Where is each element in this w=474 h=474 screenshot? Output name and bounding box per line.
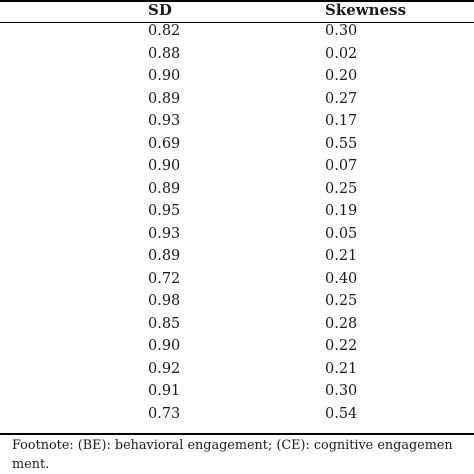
- table-row: 0.72 0.40: [0, 268, 474, 291]
- cell-skewness: 0.20: [325, 68, 358, 84]
- table-row: 0.91 0.30: [0, 380, 474, 403]
- cell-sd: 0.90: [148, 68, 181, 84]
- cell-skewness: 0.22: [325, 338, 358, 354]
- cell-skewness: 0.21: [325, 360, 358, 377]
- table-bottom-rule: [0, 433, 474, 435]
- table-row: 0.89 0.25: [0, 178, 474, 201]
- cell-sd: 0.89: [148, 90, 181, 107]
- cell-sd: 0.93: [148, 113, 181, 129]
- cell-sd: 0.85: [148, 315, 181, 332]
- table-top-rule: [0, 0, 474, 2]
- cell-sd: 0.90: [148, 158, 181, 174]
- cell-skewness: 0.19: [325, 203, 358, 219]
- cell-skewness: 0.54: [325, 405, 358, 422]
- cell-skewness: 0.30: [325, 383, 358, 399]
- table-row: 0.82 0.30: [0, 20, 474, 43]
- table-row: 0.89 0.27: [0, 88, 474, 111]
- table-row: 0.93 0.05: [0, 223, 474, 246]
- cell-skewness: 0.02: [325, 45, 358, 62]
- table-header-rule: [0, 22, 474, 23]
- footnote-line-1: Footnote: (BE): behavioral engagement; (…: [12, 438, 453, 453]
- cell-sd: 0.95: [148, 203, 181, 219]
- cell-sd: 0.91: [148, 383, 181, 399]
- cell-sd: 0.72: [148, 270, 181, 287]
- cell-sd: 0.90: [148, 338, 181, 354]
- cell-skewness: 0.25: [325, 293, 358, 309]
- cell-skewness: 0.05: [325, 225, 358, 242]
- cell-sd: 0.69: [148, 135, 181, 152]
- cell-skewness: 0.30: [325, 23, 358, 39]
- table-row: 0.89 0.21: [0, 245, 474, 268]
- cell-skewness: 0.21: [325, 248, 358, 264]
- table-footnote: Footnote: (BE): behavioral engagement; (…: [12, 436, 474, 474]
- cell-skewness: 0.28: [325, 315, 358, 332]
- table-row: 0.90 0.22: [0, 335, 474, 358]
- cell-skewness: 0.40: [325, 270, 358, 287]
- cell-sd: 0.98: [148, 293, 181, 309]
- table-row: 0.73 0.54: [0, 403, 474, 426]
- table-row: 0.69 0.55: [0, 133, 474, 156]
- cell-sd: 0.89: [148, 180, 181, 197]
- cell-skewness: 0.25: [325, 180, 358, 197]
- cell-sd: 0.88: [148, 45, 181, 62]
- table-row: 0.93 0.17: [0, 110, 474, 133]
- table-row: 0.92 0.21: [0, 358, 474, 381]
- table-row: 0.90 0.20: [0, 65, 474, 88]
- column-header-sd: SD: [148, 1, 172, 19]
- cell-skewness: 0.07: [325, 158, 358, 174]
- cell-sd: 0.73: [148, 405, 181, 422]
- cell-skewness: 0.27: [325, 90, 358, 107]
- cell-skewness: 0.55: [325, 135, 358, 152]
- table-row: 0.90 0.07: [0, 155, 474, 178]
- column-header-skewness: Skewness: [325, 1, 407, 19]
- cell-sd: 0.82: [148, 23, 181, 39]
- table-row: 0.98 0.25: [0, 290, 474, 313]
- cell-skewness: 0.17: [325, 113, 358, 129]
- table-row: 0.85 0.28: [0, 313, 474, 336]
- footnote-line-2: ment.: [12, 457, 50, 472]
- cell-sd: 0.89: [148, 248, 181, 264]
- table-row: 0.95 0.19: [0, 200, 474, 223]
- table-row: 0.88 0.02: [0, 43, 474, 66]
- cell-sd: 0.93: [148, 225, 181, 242]
- cell-sd: 0.92: [148, 360, 181, 377]
